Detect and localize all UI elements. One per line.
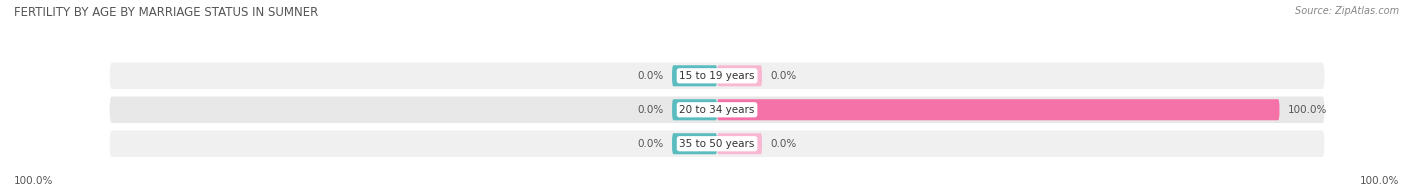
Text: 100.0%: 100.0% [1360, 176, 1399, 186]
Text: 35 to 50 years: 35 to 50 years [679, 139, 755, 149]
FancyBboxPatch shape [717, 133, 762, 154]
FancyBboxPatch shape [672, 65, 717, 86]
FancyBboxPatch shape [717, 65, 762, 86]
Text: 100.0%: 100.0% [1288, 105, 1327, 115]
FancyBboxPatch shape [110, 96, 1324, 123]
FancyBboxPatch shape [672, 99, 717, 120]
Text: 0.0%: 0.0% [770, 71, 797, 81]
Text: FERTILITY BY AGE BY MARRIAGE STATUS IN SUMNER: FERTILITY BY AGE BY MARRIAGE STATUS IN S… [14, 6, 318, 19]
FancyBboxPatch shape [110, 63, 1324, 89]
FancyBboxPatch shape [110, 131, 1324, 157]
Text: 100.0%: 100.0% [14, 176, 53, 186]
FancyBboxPatch shape [672, 133, 717, 154]
Text: 0.0%: 0.0% [637, 105, 664, 115]
FancyBboxPatch shape [717, 99, 1279, 120]
Text: 0.0%: 0.0% [637, 139, 664, 149]
Text: Source: ZipAtlas.com: Source: ZipAtlas.com [1295, 6, 1399, 16]
Text: 15 to 19 years: 15 to 19 years [679, 71, 755, 81]
Text: 0.0%: 0.0% [770, 139, 797, 149]
Text: 20 to 34 years: 20 to 34 years [679, 105, 755, 115]
Text: 0.0%: 0.0% [637, 71, 664, 81]
